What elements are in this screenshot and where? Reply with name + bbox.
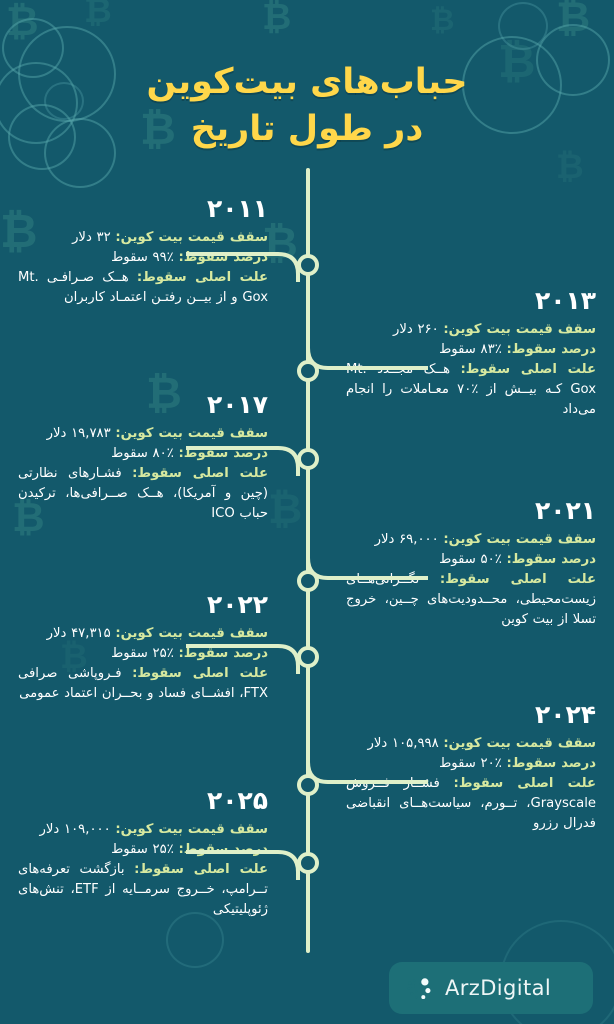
entry-cause-row: علت اصلی سقوط: بازگشت تعرفه‌های تــرامپ،…: [18, 860, 268, 920]
timeline-branch-right: [304, 338, 428, 374]
entry-cause-row: علت اصلی سقوط: نگــرانی‌هــای زیست‌محیطی…: [346, 570, 596, 630]
entry-drop-row: درصد سقوط: ٪۵۰ سقوط: [346, 550, 596, 570]
bitcoin-symbol-icon: ₿: [268, 484, 303, 533]
peak-price-label: سقف قیمت بیت کوین:: [443, 532, 596, 547]
timeline-entry-2024: ۲۰۲۴ سقف قیمت بیت کوین: ۱۰۵,۹۹۸ دلار درص…: [346, 702, 596, 834]
peak-price-value: ۳۲ دلار: [72, 230, 111, 245]
peak-price-label: سقف قیمت بیت کوین:: [443, 736, 596, 751]
entry-peak-price-row: سقف قیمت بیت کوین: ۶۹,۰۰۰ دلار: [346, 530, 596, 550]
timeline-branch-left: [186, 442, 310, 476]
drop-percent-value: ٪۸۳ سقوط: [439, 342, 502, 358]
peak-price-value: ۱۰۵,۹۹۸ دلار: [367, 736, 439, 751]
bitcoin-symbol-icon: ₿: [84, 0, 112, 31]
entry-peak-price-row: سقف قیمت بیت کوین: ۱۰۹,۰۰۰ دلار: [18, 820, 268, 840]
timeline-entry-2025: ۲۰۲۵ سقف قیمت بیت کوین: ۱۰۹,۰۰۰ دلار درص…: [18, 788, 268, 920]
entry-peak-price-row: سقف قیمت بیت کوین: ۱۹,۷۸۳ دلار: [18, 424, 268, 444]
drop-percent-label: درصد سقوط:: [506, 342, 596, 358]
timeline-node[interactable]: [297, 448, 319, 470]
entry-year: ۲۰۱۷: [206, 390, 268, 419]
timeline-branch-right: [304, 752, 428, 788]
entry-drop-row: درصد سقوط: ٪۲۵ سقوط: [18, 644, 268, 664]
brand-name: ArzDigital: [445, 976, 552, 1000]
bubble-shape: [166, 912, 224, 968]
peak-price-label: سقف قیمت بیت کوین:: [115, 426, 268, 441]
main-cause-label: علت اصلی سقوط:: [132, 666, 268, 682]
timeline-branch-left: [186, 640, 310, 674]
drop-percent-value: ٪۲۵ سقوط: [111, 646, 174, 662]
timeline-entry-2017: ۲۰۱۷ سقف قیمت بیت کوین: ۱۹,۷۸۳ دلار درصد…: [18, 392, 268, 524]
main-cause-value: بازگشت تعرفه‌های تــرامپ، خــروج سرمــای…: [18, 862, 268, 918]
peak-price-value: ۴۷,۳۱۵ دلار: [46, 626, 111, 641]
entry-peak-price-row: سقف قیمت بیت کوین: ۳۲ دلار: [18, 228, 268, 248]
entry-peak-price-row: سقف قیمت بیت کوین: ۲۶۰ دلار: [346, 320, 596, 340]
peak-price-label: سقف قیمت بیت کوین:: [443, 322, 596, 337]
drop-percent-label: درصد سقوط:: [178, 646, 268, 662]
bitcoin-symbol-icon: ₿: [262, 0, 292, 38]
entry-cause-row: علت اصلی سقوط: هــک صـرافـی Mt. Gox و از…: [18, 268, 268, 308]
peak-price-value: ۱۰۹,۰۰۰ دلار: [39, 822, 111, 837]
entry-drop-row: درصد سقوط: ٪۸۳ سقوط: [346, 340, 596, 360]
timeline-node[interactable]: [297, 254, 319, 276]
entry-year: ۲۰۲۲: [206, 590, 268, 619]
drop-percent-value: ٪۵۰ سقوط: [439, 552, 502, 568]
drop-percent-value: ٪۲۰ سقوط: [439, 756, 502, 772]
timeline-node[interactable]: [297, 774, 319, 796]
timeline-node[interactable]: [297, 570, 319, 592]
entry-cause-row: علت اصلی سقوط: فـروپاشی صرافی FTX، افشــ…: [18, 664, 268, 704]
main-cause-value: فشـارهای نظارتی (چین و آمریکا)، هــک صــ…: [18, 466, 268, 522]
entry-peak-price-row: سقف قیمت بیت کوین: ۱۰۵,۹۹۸ دلار: [346, 734, 596, 754]
main-cause-label: علت اصلی سقوط:: [134, 862, 268, 878]
main-cause-value: فشــار فــروش Grayscale، تــورم، سیاست‌ه…: [346, 776, 596, 832]
timeline-node[interactable]: [297, 852, 319, 874]
main-cause-label: علت اصلی سقوط:: [136, 270, 268, 286]
bitcoin-symbol-icon: ₿: [556, 147, 584, 187]
entry-year: ۲۰۲۴: [534, 700, 596, 729]
main-cause-label: علت اصلی سقوط:: [439, 572, 596, 588]
drop-percent-value: ٪۸۰ سقوط: [111, 446, 174, 462]
timeline-entry-2022: ۲۰۲۲ سقف قیمت بیت کوین: ۴۷,۳۱۵ دلار درصد…: [18, 592, 268, 704]
timeline-node[interactable]: [297, 646, 319, 668]
entry-year: ۲۰۲۱: [534, 496, 596, 525]
drop-percent-label: درصد سقوط:: [506, 552, 596, 568]
drop-percent-label: درصد سقوط:: [506, 756, 596, 772]
drop-percent-value: ٪۹۹ سقوط: [111, 250, 174, 266]
entry-year: ۲۰۱۱: [206, 194, 268, 223]
timeline-branch-right: [304, 548, 428, 584]
entry-peak-price-row: سقف قیمت بیت کوین: ۴۷,۳۱۵ دلار: [18, 624, 268, 644]
peak-price-label: سقف قیمت بیت کوین:: [115, 230, 268, 245]
main-cause-label: علت اصلی سقوط:: [460, 362, 596, 378]
entry-cause-row: علت اصلی سقوط: فشــار فــروش Grayscale، …: [346, 774, 596, 834]
timeline-node[interactable]: [297, 360, 319, 382]
peak-price-label: سقف قیمت بیت کوین:: [115, 822, 268, 837]
main-cause-label: علت اصلی سقوط:: [132, 466, 268, 482]
page-title: حباب‌های بیت‌کوین در طول تاریخ: [0, 59, 614, 153]
peak-price-value: ۱۹,۷۸۳ دلار: [46, 426, 111, 441]
entry-drop-row: درصد سقوط: ٪۲۰ سقوط: [346, 754, 596, 774]
bitcoin-symbol-icon: ₿: [430, 3, 455, 38]
title-line-1: حباب‌های بیت‌کوین: [146, 62, 468, 103]
peak-price-value: ۲۶۰ دلار: [392, 322, 439, 337]
entry-year: ۲۰۲۵: [206, 786, 268, 815]
bitcoin-symbol-icon: ₿: [556, 0, 591, 41]
arzdigital-logo-icon: [405, 973, 431, 1003]
peak-price-label: سقف قیمت بیت کوین:: [115, 626, 268, 641]
drop-percent-value: ٪۲۵ سقوط: [111, 842, 174, 858]
timeline-entry-2021: ۲۰۲۱ سقف قیمت بیت کوین: ۶۹,۰۰۰ دلار درصد…: [346, 498, 596, 630]
brand-logo[interactable]: ArzDigital: [389, 962, 593, 1014]
bubble-shape: [498, 2, 548, 50]
main-cause-value: هــک صـرافـی Mt. Gox و از بیــن رفتـن اع…: [18, 270, 268, 306]
bitcoin-symbol-icon: ₿: [6, 0, 39, 45]
entry-cause-row: علت اصلی سقوط: فشـارهای نظارتی (چین و آم…: [18, 464, 268, 524]
main-cause-label: علت اصلی سقوط:: [453, 776, 596, 792]
entry-year: ۲۰۱۳: [534, 286, 596, 315]
timeline-branch-left: [186, 846, 310, 880]
entry-cause-row: علت اصلی سقوط: هــک مجــدد Mt. Gox کـه ب…: [346, 360, 596, 420]
main-cause-value: فـروپاشی صرافی FTX، افشــای فساد و بحــر…: [18, 666, 268, 702]
peak-price-value: ۶۹,۰۰۰ دلار: [374, 532, 439, 547]
timeline-entry-2013: ۲۰۱۳ سقف قیمت بیت کوین: ۲۶۰ دلار درصد سق…: [346, 288, 596, 420]
timeline-branch-left: [186, 248, 310, 282]
title-line-2: در طول تاریخ: [190, 109, 424, 150]
